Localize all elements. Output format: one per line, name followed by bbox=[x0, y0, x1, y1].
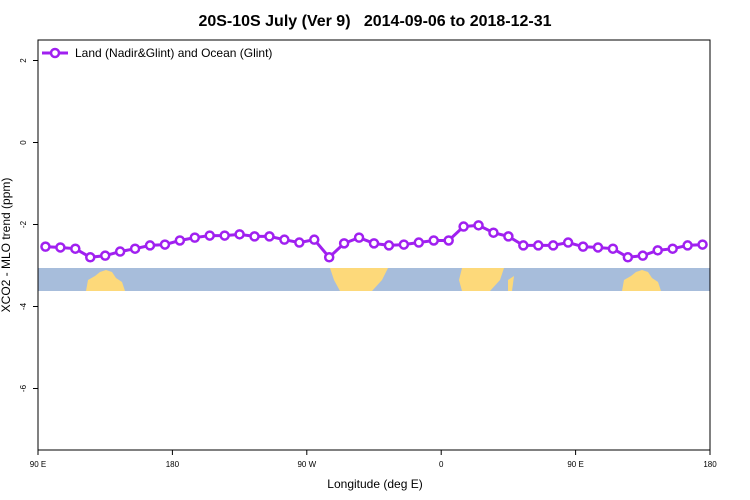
y-axis-label: XCO2 - MLO trend (ppm) bbox=[0, 178, 13, 313]
plot-frame bbox=[37, 39, 711, 451]
y-tick-label: 0 bbox=[19, 140, 28, 145]
point bbox=[368, 238, 380, 249]
chart-title: 20S-10S July (Ver 9) 2014-09-06 to 2018-… bbox=[198, 13, 551, 30]
point bbox=[428, 235, 439, 246]
point bbox=[85, 252, 96, 263]
point bbox=[383, 240, 395, 251]
point bbox=[622, 252, 634, 263]
point bbox=[114, 246, 126, 257]
point bbox=[398, 239, 410, 250]
point bbox=[55, 242, 66, 253]
point bbox=[577, 241, 589, 252]
point bbox=[443, 235, 454, 246]
point bbox=[219, 230, 230, 241]
point bbox=[458, 221, 469, 232]
point bbox=[652, 245, 663, 256]
point bbox=[547, 240, 559, 251]
x-tick-label: 0 bbox=[439, 460, 444, 469]
point bbox=[70, 243, 81, 254]
point bbox=[264, 231, 275, 242]
point bbox=[144, 240, 156, 251]
point bbox=[353, 232, 365, 243]
point bbox=[503, 231, 514, 242]
point bbox=[338, 238, 350, 249]
point bbox=[323, 252, 335, 263]
point bbox=[473, 220, 484, 231]
point bbox=[309, 234, 320, 245]
x-tick-label: 180 bbox=[166, 460, 180, 469]
point bbox=[174, 235, 186, 246]
x-tick-label: 90 E bbox=[30, 460, 46, 469]
y-tick-label: 2 bbox=[19, 58, 28, 63]
point bbox=[592, 242, 604, 253]
y-tick-label: -6 bbox=[19, 384, 28, 392]
point bbox=[204, 230, 215, 241]
y-tick-label: -4 bbox=[19, 302, 28, 310]
point bbox=[562, 237, 574, 248]
point bbox=[518, 240, 529, 251]
point bbox=[234, 229, 245, 240]
point bbox=[159, 239, 171, 250]
point bbox=[129, 243, 141, 254]
point bbox=[294, 237, 305, 248]
point bbox=[40, 241, 51, 252]
point bbox=[249, 231, 260, 242]
map-strip bbox=[38, 268, 710, 291]
x-axis-label: Longitude (deg E) bbox=[327, 477, 422, 491]
point bbox=[189, 232, 201, 243]
point bbox=[279, 234, 290, 245]
x-tick-label: 90 E bbox=[567, 460, 583, 469]
x-tick-label: 90 W bbox=[297, 460, 316, 469]
point bbox=[99, 250, 111, 261]
point bbox=[667, 243, 678, 254]
legend-marker bbox=[49, 47, 61, 59]
x-tick-label: 180 bbox=[703, 460, 717, 469]
point bbox=[413, 237, 425, 248]
point bbox=[682, 240, 693, 251]
legend-label: Land (Nadir&Glint) and Ocean (Glint) bbox=[75, 46, 272, 60]
point bbox=[637, 250, 649, 261]
point bbox=[488, 227, 499, 238]
point bbox=[533, 240, 544, 251]
point bbox=[607, 243, 619, 254]
point bbox=[697, 239, 708, 250]
y-tick-label: -2 bbox=[19, 220, 28, 228]
